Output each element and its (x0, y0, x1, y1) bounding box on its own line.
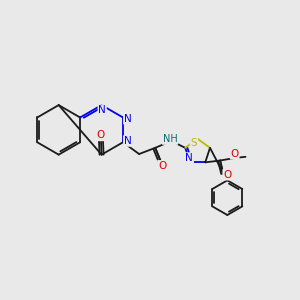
Text: O: O (97, 130, 105, 140)
Text: S: S (190, 138, 197, 148)
Text: O: O (223, 170, 231, 180)
Text: N: N (98, 105, 106, 115)
Text: NH: NH (163, 134, 178, 144)
Text: N: N (185, 153, 193, 163)
Text: N: N (124, 136, 131, 146)
Text: O: O (158, 161, 166, 171)
Text: N: N (124, 114, 131, 124)
Text: O: O (230, 149, 239, 159)
